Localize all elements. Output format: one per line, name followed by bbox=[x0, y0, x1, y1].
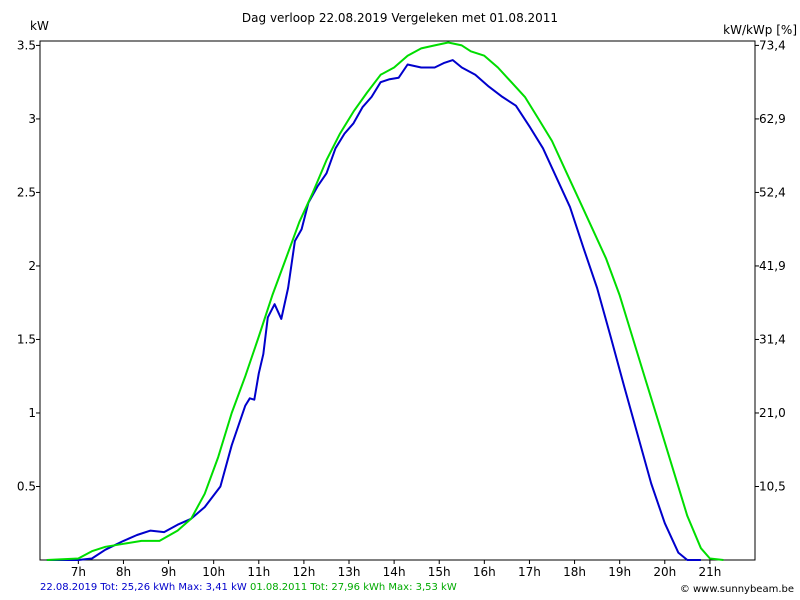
plot-frame bbox=[39, 40, 756, 561]
x-tick-label: 17h bbox=[518, 565, 541, 579]
series-summary-line: 22.08.2019 Tot: 25,26 kWh Max: 3,41 kW 0… bbox=[40, 582, 457, 593]
y2-tick-label: 10,5 bbox=[759, 479, 786, 493]
y2-tick-label: 31,4 bbox=[759, 332, 786, 346]
x-tick-label: 16h bbox=[473, 565, 496, 579]
y-tick-label: 1 bbox=[28, 406, 36, 420]
y-tick-label: 0.5 bbox=[17, 479, 36, 493]
y-tick-label: 2.5 bbox=[17, 185, 36, 199]
series-line-1 bbox=[46, 59, 701, 561]
chart-title: Dag verloop 22.08.2019 Vergeleken met 01… bbox=[242, 11, 558, 25]
x-tick-label: 9h bbox=[161, 565, 176, 579]
series2-summary: 01.08.2011 Tot: 27,96 kWh Max: 3,53 kW bbox=[246, 582, 457, 593]
x-tick-label: 7h bbox=[71, 565, 86, 579]
x-tick-label: 13h bbox=[338, 565, 361, 579]
y-tick-label: 3.5 bbox=[17, 38, 36, 52]
y2-tick-label: 62,9 bbox=[759, 112, 786, 126]
labels-layer: 7h 8h 9h 10h 11h 12h 13h 14h 15h 16h 17h 18h 19h 20h 2… bbox=[17, 11, 797, 579]
x-tick-label: 14h bbox=[383, 565, 406, 579]
chart-svg: 7h 8h 9h 10h 11h 12h 13h 14h 15h 16h 17h 18h 19h 20h 2… bbox=[17, 11, 797, 579]
y2-tick-label: 21,0 bbox=[759, 406, 786, 420]
y2-axis-label: kW/kWp [%] bbox=[723, 23, 797, 37]
x-tick-label: 18h bbox=[563, 565, 586, 579]
x-tick-label: 21h bbox=[698, 565, 721, 579]
x-tick-label: 20h bbox=[653, 565, 676, 579]
y2-tick-label: 41,9 bbox=[759, 259, 786, 273]
x-tick-label: 11h bbox=[247, 565, 270, 579]
x-tick-label: 10h bbox=[202, 565, 225, 579]
y-tick-label: 1.5 bbox=[17, 332, 36, 346]
x-tick-label: 15h bbox=[428, 565, 451, 579]
y-tick-label: 3 bbox=[28, 112, 36, 126]
x-tick-label: 19h bbox=[608, 565, 631, 579]
credit-label: © www.sunnybeam.be bbox=[679, 584, 794, 595]
y-tick-label: 2 bbox=[28, 259, 36, 273]
series-line-2 bbox=[46, 41, 724, 561]
y2-tick-label: 52,4 bbox=[759, 185, 786, 199]
y-axis-label: kW bbox=[30, 19, 49, 33]
x-tick-label: 12h bbox=[292, 565, 315, 579]
series1-summary: 22.08.2019 Tot: 25,26 kWh Max: 3,41 kW bbox=[40, 582, 247, 593]
series-layer bbox=[46, 41, 724, 561]
y2-tick-label: 73,4 bbox=[759, 38, 786, 52]
x-tick-label: 8h bbox=[116, 565, 131, 579]
axes-layer bbox=[36, 40, 759, 564]
credit-text: © www.sunnybeam.be bbox=[680, 584, 794, 595]
